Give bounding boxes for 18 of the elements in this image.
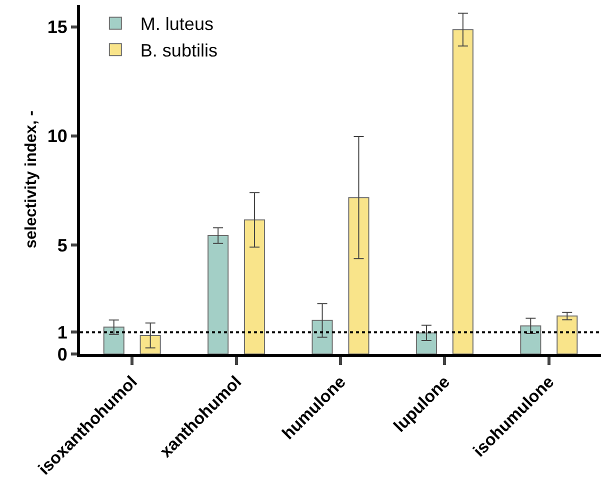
bar [452, 29, 474, 354]
y-tick-label: 10 [47, 126, 68, 146]
bar [208, 235, 229, 354]
bar [416, 332, 437, 354]
bar [312, 320, 333, 354]
y-tick-label: 5 [57, 235, 68, 256]
bar [103, 326, 124, 354]
y-axis-title: selectivity index, - [23, 110, 40, 248]
bar [556, 316, 578, 354]
legend-label: B. subtilis [140, 40, 218, 61]
y-tick-label: 1 [57, 322, 68, 342]
bar [140, 334, 161, 354]
bar [348, 197, 370, 354]
bar [520, 325, 542, 354]
y-tick-label: 15 [47, 17, 68, 38]
legend-label: M. luteus [140, 14, 214, 34]
bar [244, 219, 266, 354]
y-tick-label: 0 [57, 344, 68, 364]
